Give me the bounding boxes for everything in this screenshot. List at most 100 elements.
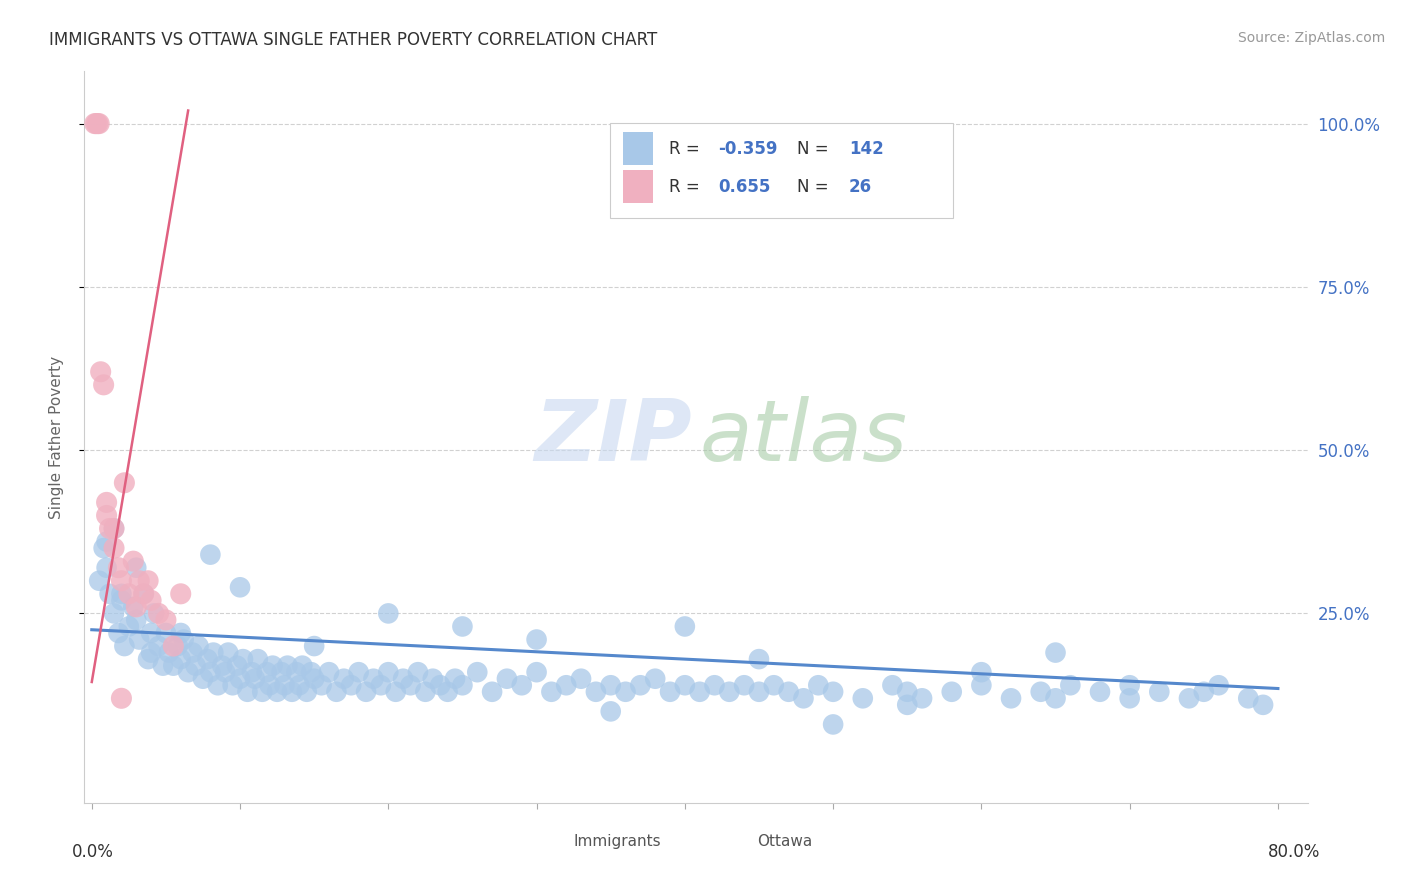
Point: [526, 632, 548, 647]
Point: [262, 658, 284, 673]
Point: [98, 587, 121, 601]
Text: 26: 26: [849, 178, 872, 195]
Point: [122, 554, 145, 568]
Point: [444, 672, 467, 686]
Point: [778, 685, 800, 699]
Point: [96, 495, 118, 509]
Point: [184, 658, 207, 673]
Point: [792, 691, 814, 706]
Point: [1045, 691, 1067, 706]
Point: [325, 685, 347, 699]
Point: [112, 475, 135, 490]
Point: [86, 117, 108, 131]
Point: [406, 665, 429, 680]
Point: [252, 685, 274, 699]
Point: [214, 665, 236, 680]
Point: [157, 646, 180, 660]
Point: [733, 678, 755, 692]
Point: [807, 678, 830, 692]
Point: [110, 587, 132, 601]
Point: [143, 607, 166, 621]
Point: [628, 678, 651, 692]
Point: [718, 685, 741, 699]
Text: -0.359: -0.359: [718, 139, 778, 158]
Point: [170, 626, 193, 640]
Point: [103, 521, 125, 535]
Point: [451, 678, 474, 692]
Point: [221, 678, 243, 692]
Point: [162, 639, 184, 653]
Point: [96, 560, 118, 574]
Point: [211, 658, 233, 673]
Point: [276, 658, 298, 673]
Point: [436, 685, 458, 699]
Point: [243, 672, 266, 686]
Point: [93, 541, 115, 555]
Point: [96, 508, 118, 523]
Point: [259, 678, 281, 692]
Point: [451, 619, 474, 633]
Point: [429, 678, 451, 692]
Point: [191, 672, 214, 686]
Point: [1237, 691, 1260, 706]
Point: [569, 672, 592, 686]
Point: [128, 574, 150, 588]
Point: [152, 658, 174, 673]
Point: [852, 691, 875, 706]
Point: [136, 652, 159, 666]
Point: [465, 665, 488, 680]
Point: [110, 691, 132, 706]
Point: [148, 607, 170, 621]
Point: [89, 117, 111, 131]
Point: [481, 685, 503, 699]
Point: [162, 658, 184, 673]
Point: [748, 685, 770, 699]
Point: [155, 626, 177, 640]
Point: [1149, 685, 1171, 699]
Point: [122, 599, 145, 614]
Point: [148, 639, 170, 653]
Point: [177, 665, 200, 680]
FancyBboxPatch shape: [610, 122, 953, 218]
Point: [281, 685, 304, 699]
Point: [166, 639, 188, 653]
Text: 0.655: 0.655: [718, 178, 770, 195]
Point: [299, 665, 322, 680]
Point: [370, 678, 392, 692]
Point: [170, 587, 193, 601]
Point: [266, 685, 288, 699]
Point: [288, 678, 311, 692]
Point: [132, 587, 155, 601]
Point: [1045, 646, 1067, 660]
Point: [1118, 678, 1140, 692]
Point: [197, 652, 219, 666]
Point: [510, 678, 533, 692]
Point: [200, 665, 222, 680]
Point: [96, 534, 118, 549]
Point: [200, 548, 222, 562]
Point: [748, 652, 770, 666]
Point: [112, 639, 135, 653]
Text: atlas: atlas: [700, 395, 908, 479]
Point: [110, 574, 132, 588]
Point: [941, 685, 963, 699]
Point: [1208, 678, 1230, 692]
Text: 80.0%: 80.0%: [1267, 843, 1320, 861]
Point: [496, 672, 519, 686]
Point: [392, 672, 415, 686]
Point: [526, 665, 548, 680]
Point: [333, 672, 356, 686]
Point: [399, 678, 422, 692]
Point: [128, 632, 150, 647]
Point: [882, 678, 904, 692]
Point: [118, 619, 141, 633]
Point: [125, 599, 148, 614]
Point: [1029, 685, 1052, 699]
Point: [911, 691, 934, 706]
Point: [187, 639, 209, 653]
Point: [173, 632, 195, 647]
Text: N =: N =: [797, 139, 834, 158]
Point: [1000, 691, 1022, 706]
Point: [970, 678, 993, 692]
Bar: [623, 132, 654, 165]
